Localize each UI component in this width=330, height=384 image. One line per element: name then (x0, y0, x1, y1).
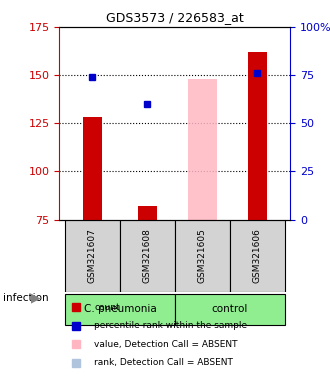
Text: GSM321606: GSM321606 (253, 228, 262, 283)
Text: C. pneumonia: C. pneumonia (83, 305, 156, 314)
Bar (138, 206, 157, 220)
Text: control: control (212, 305, 248, 314)
FancyBboxPatch shape (230, 220, 285, 292)
FancyBboxPatch shape (65, 220, 120, 292)
Text: value, Detection Call = ABSENT: value, Detection Call = ABSENT (94, 340, 238, 349)
Text: rank, Detection Call = ABSENT: rank, Detection Call = ABSENT (94, 358, 233, 367)
FancyBboxPatch shape (65, 294, 175, 324)
Text: infection: infection (3, 293, 49, 303)
FancyBboxPatch shape (120, 220, 175, 292)
Bar (248, 52, 267, 220)
Text: GSM321608: GSM321608 (143, 228, 152, 283)
FancyBboxPatch shape (175, 220, 230, 292)
Bar (83, 118, 102, 220)
Text: percentile rank within the sample: percentile rank within the sample (94, 321, 247, 330)
Text: GSM321605: GSM321605 (198, 228, 207, 283)
Bar (188, 79, 217, 220)
Title: GDS3573 / 226583_at: GDS3573 / 226583_at (106, 11, 244, 24)
Text: GSM321607: GSM321607 (88, 228, 97, 283)
FancyBboxPatch shape (175, 294, 285, 324)
Text: ▶: ▶ (31, 291, 41, 304)
Text: count: count (94, 303, 120, 312)
